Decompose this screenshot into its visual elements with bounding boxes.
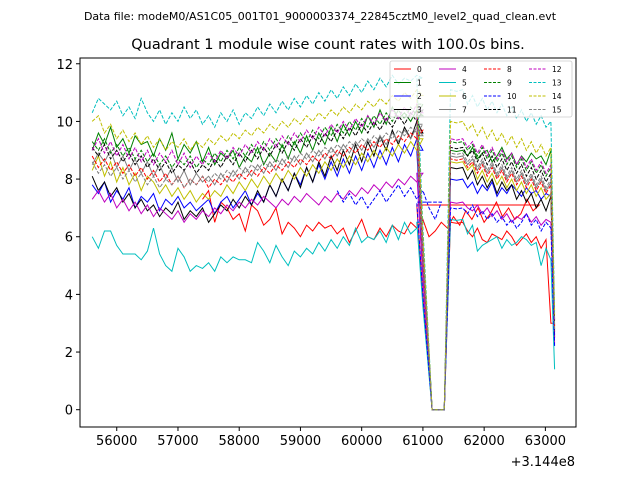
y-tick-label: 8 bbox=[65, 173, 73, 188]
x-tick-label: 61000 bbox=[402, 434, 443, 449]
series-line-15 bbox=[91, 123, 556, 411]
legend-label-6: 6 bbox=[462, 92, 467, 101]
y-tick-label: 2 bbox=[65, 346, 73, 361]
legend-label-3: 3 bbox=[417, 106, 422, 115]
series-line-1 bbox=[91, 105, 556, 411]
series-line-14 bbox=[91, 88, 556, 411]
y-tick-label: 12 bbox=[56, 58, 73, 73]
series-line-5 bbox=[91, 218, 556, 411]
legend-label-0: 0 bbox=[417, 65, 422, 74]
series-lines bbox=[91, 74, 556, 411]
legend-label-2: 2 bbox=[417, 92, 422, 101]
y-tick-label: 6 bbox=[65, 231, 73, 246]
series-line-2 bbox=[91, 137, 556, 411]
x-tick-label: 63000 bbox=[525, 434, 566, 449]
x-tick-label: 57000 bbox=[157, 434, 198, 449]
legend-box bbox=[389, 60, 573, 118]
legend-label-7: 7 bbox=[462, 106, 467, 115]
legend-label-4: 4 bbox=[462, 65, 467, 74]
legend-label-14: 14 bbox=[552, 92, 562, 101]
series-line-9 bbox=[91, 103, 556, 411]
y-tick-label: 0 bbox=[65, 404, 73, 419]
plot-area bbox=[80, 58, 576, 427]
series-line-8 bbox=[91, 129, 556, 411]
chart-title: Quadrant 1 module wise count rates with … bbox=[131, 37, 525, 53]
series-line-4 bbox=[91, 172, 556, 411]
series-line-10 bbox=[336, 183, 556, 411]
x-tick-label: 60000 bbox=[341, 434, 382, 449]
legend-label-5: 5 bbox=[462, 79, 467, 88]
legend-label-8: 8 bbox=[507, 65, 512, 74]
plot-frame bbox=[79, 57, 577, 428]
legend-label-15: 15 bbox=[552, 106, 562, 115]
legend-label-11: 11 bbox=[507, 106, 517, 115]
legend-label-9: 9 bbox=[507, 79, 512, 88]
series-line-11 bbox=[91, 109, 556, 411]
legend-label-10: 10 bbox=[507, 92, 517, 101]
legend-label-1: 1 bbox=[417, 79, 422, 88]
series-line-7 bbox=[91, 126, 556, 411]
series-line-3 bbox=[91, 120, 556, 411]
axis-ticks: 56000 57000 58000 59000 60000 61000 62000 63000… bbox=[56, 58, 566, 449]
series-line-12 bbox=[91, 103, 556, 411]
series-line-6 bbox=[91, 138, 556, 411]
x-tick-label: 58000 bbox=[219, 434, 260, 449]
x-tick-label: 56000 bbox=[96, 434, 137, 449]
y-tick-label: 10 bbox=[56, 115, 73, 130]
x-tick-label: 62000 bbox=[463, 434, 504, 449]
y-tick-label: 4 bbox=[65, 288, 73, 303]
legend-label-12: 12 bbox=[552, 65, 562, 74]
suptitle: Data file: modeM0/AS1C05_001T01_90000033… bbox=[84, 10, 557, 23]
x-tick-label: 59000 bbox=[280, 434, 321, 449]
x-offset-label: +3.144e8 bbox=[511, 455, 575, 470]
legend-label-13: 13 bbox=[552, 79, 562, 88]
